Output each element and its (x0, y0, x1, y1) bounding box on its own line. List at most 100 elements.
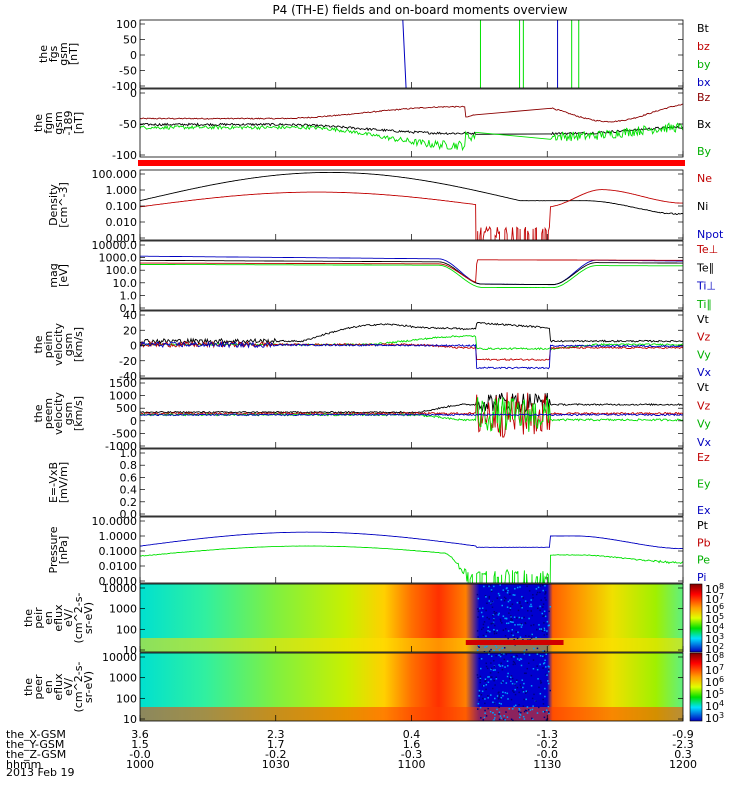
heatmap-speckle (505, 587, 508, 590)
heatmap-speckle (510, 617, 512, 620)
heatmap-speckle (527, 708, 530, 711)
heatmap-speckle (482, 634, 485, 637)
heatmap-speckle (514, 704, 517, 707)
heatmap-speckle (503, 599, 506, 602)
heatmap-speckle (485, 651, 488, 652)
heatmap-speckle (513, 616, 516, 618)
heatmap-speckle (535, 588, 538, 590)
heatmap-speckle (510, 621, 513, 623)
heatmap-speckle (506, 692, 509, 695)
heatmap-speckle (486, 645, 488, 648)
heatmap-speckle (523, 650, 526, 652)
heatmap-speckle (491, 606, 494, 608)
plot-area-peer (140, 653, 683, 721)
y-tick-label: -50 (119, 118, 137, 131)
heatmap-speckle (519, 684, 522, 686)
trace-vt (140, 322, 683, 346)
heatmap-speckle (520, 658, 523, 660)
x-axis-value: 1200 (669, 758, 697, 771)
heatmap-speckle (493, 632, 496, 635)
heatmap-speckle (488, 653, 490, 656)
heatmap-speckle (495, 612, 497, 614)
legend-vt: Vt (697, 313, 710, 326)
heatmap-speckle (519, 601, 521, 603)
colorbar-tick-label: 105 (705, 687, 724, 701)
heatmap-speckle (539, 655, 542, 657)
heatmap-speckle (538, 686, 540, 689)
heatmap-speckle (484, 712, 486, 714)
y-tick-label: 500 (116, 402, 137, 415)
x-axis-value: 1.5 (131, 738, 149, 751)
legend-ne: Ne (697, 172, 712, 185)
legend-npot: Npot (697, 228, 724, 241)
heatmap-speckle (477, 676, 479, 679)
heatmap-speckle (489, 630, 491, 633)
heatmap-speckle (540, 599, 542, 601)
heatmap-speckle (528, 617, 530, 620)
colorbar-tick-label: 107 (705, 663, 724, 677)
heatmap-speckle (532, 668, 535, 670)
heatmap-speckle (514, 693, 517, 696)
heatmap-speckle (507, 637, 509, 640)
heatmap-speckle (544, 591, 547, 593)
colorbar-tick-label: 107 (705, 592, 724, 606)
y-tick-label: -100 (112, 80, 137, 93)
heatmap-speckle (501, 604, 503, 607)
y-axis-label: velocity (52, 392, 65, 435)
legend-ti-: Ti∥ (696, 298, 712, 311)
heatmap-speckle (544, 585, 546, 587)
heatmap-speckle (477, 616, 479, 618)
legend-pi: Pi (697, 571, 706, 584)
heatmap-speckle (509, 676, 512, 679)
heatmap-speckle (484, 646, 486, 648)
heatmap-speckle (535, 700, 537, 702)
x-axis-row-label: the_Z-GSM (6, 748, 66, 761)
y-tick-label: 10.0000 (92, 515, 138, 528)
heatmap-speckle (525, 690, 528, 692)
heatmap-speckle (495, 654, 497, 657)
heatmap-speckle (530, 674, 533, 677)
heatmap-speckle (523, 682, 525, 685)
y-tick-label: 0 (130, 340, 137, 353)
trace-vz (140, 340, 683, 361)
legend-bt: Bt (697, 22, 710, 35)
y-axis-label: sr-eV) (82, 671, 95, 703)
heatmap-speckle (530, 599, 532, 601)
heatmap-speckle (477, 610, 480, 613)
heatmap-speckle (480, 628, 483, 631)
heatmap-speckle (510, 632, 513, 634)
heatmap-speckle (523, 718, 526, 720)
heatmap-speckle (498, 718, 501, 721)
y-axis-label: peim (42, 331, 55, 359)
heatmap-speckle (521, 617, 523, 619)
legend-vt: Vt (697, 381, 710, 394)
heatmap-speckle (547, 624, 550, 627)
heatmap-speckle (531, 614, 533, 617)
heatmap-speckle (519, 602, 521, 605)
y-tick-label: 100 (116, 18, 137, 31)
y-axis-label: E=-VxB (47, 462, 60, 503)
heatmap-speckle (539, 591, 541, 594)
heatmap-speckle (530, 685, 533, 687)
heatmap-speckle (487, 630, 489, 632)
heatmap-speckle (480, 611, 483, 614)
y-axis-label: the (32, 335, 45, 353)
y-axis-label: eflux (52, 673, 65, 701)
heatmap-speckle (513, 638, 515, 641)
x-axis-value: -0.3 (401, 748, 422, 761)
y-tick-label: 0 (130, 87, 137, 100)
heatmap-speckle (503, 647, 506, 649)
heatmap-speckle (516, 679, 518, 682)
heatmap-speckle (527, 609, 529, 612)
heatmap-speckle (497, 692, 500, 694)
heatmap-speckle (510, 615, 512, 618)
legend-pb: Pb (697, 536, 711, 549)
heatmap-speckle (493, 630, 496, 633)
y-tick-label: 0.001 (106, 232, 138, 245)
y-tick-label: -50 (119, 65, 137, 78)
plot-area-fgm (140, 103, 683, 152)
heatmap-speckle (524, 635, 527, 637)
y-axis-label: mag (47, 263, 60, 287)
legend-bz: bz (697, 40, 710, 53)
